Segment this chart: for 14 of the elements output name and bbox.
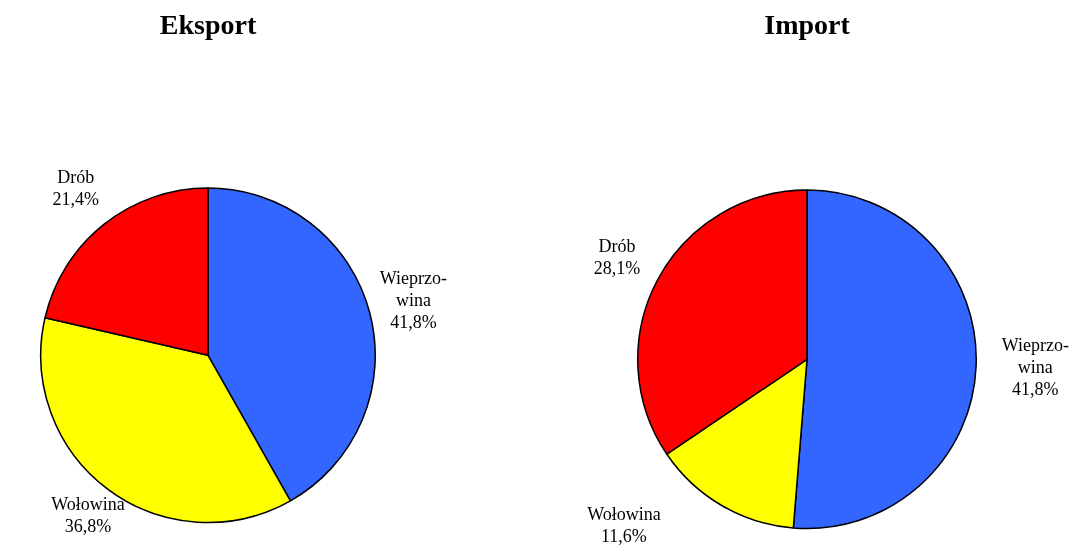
data-label: 11,6% — [601, 525, 647, 546]
chart-title: Eksport — [159, 9, 257, 41]
data-label: 36,8% — [64, 515, 112, 536]
slice-label: Wieprzo-wina — [1001, 335, 1069, 378]
data-label: 41,8% — [1012, 379, 1059, 400]
slice-label: Wieprzo-wina — [379, 267, 448, 310]
slice-label: Drób — [57, 166, 95, 187]
data-label: 21,4% — [52, 188, 99, 209]
slice-label: Wołowina — [587, 503, 661, 524]
chart-title: Import — [764, 9, 851, 41]
slice-label: Wołowina — [51, 493, 125, 514]
slice-label: Drób — [598, 236, 636, 257]
data-label: 41,8% — [390, 311, 437, 332]
data-label: 28,1% — [593, 258, 641, 279]
